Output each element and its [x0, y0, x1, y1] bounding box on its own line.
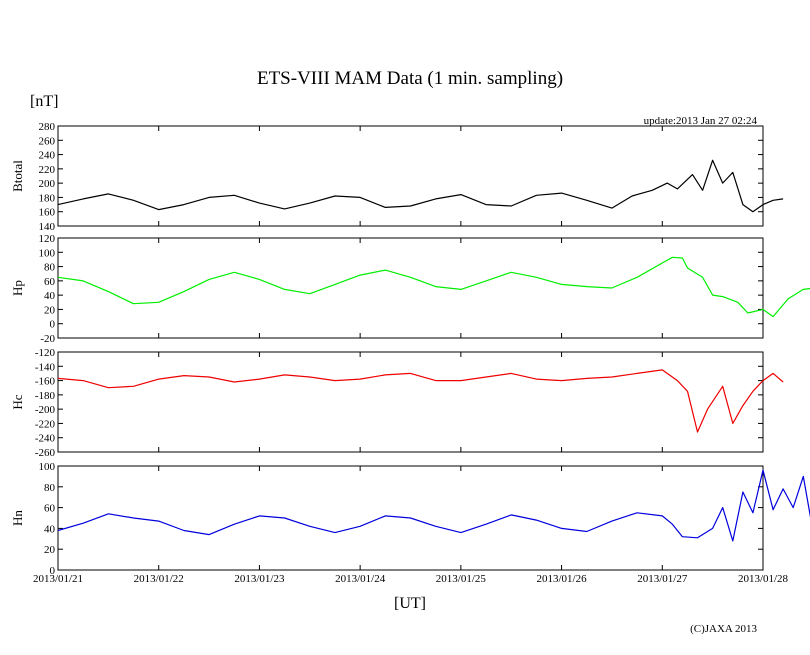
- hn-ytick-label: 80: [44, 482, 56, 494]
- btotal-ytick-label: 280: [39, 121, 56, 133]
- x-tick-label: 2013/01/21: [33, 573, 83, 585]
- unit-label: [nT]: [30, 93, 58, 110]
- hp-ytick-label: 40: [44, 290, 56, 302]
- hc-frame: [57, 351, 764, 453]
- hn-ytick-label: 60: [44, 503, 56, 515]
- hp-ytick-label: 0: [50, 319, 56, 331]
- hp-ytick-label: 120: [39, 233, 56, 245]
- x-tick-label: 2013/01/22: [134, 573, 184, 585]
- hn-ytick-label: 40: [44, 523, 56, 535]
- hp-series-line: [57, 256, 810, 318]
- btotal-ytick-label: 160: [39, 207, 56, 219]
- btotal-ylabel: Btotal: [10, 160, 25, 192]
- x-axis-label: [UT]: [394, 595, 426, 612]
- x-tick-label: 2013/01/26: [537, 573, 588, 585]
- hc-ytick-label: -240: [35, 433, 56, 445]
- hc-ytick-label: -120: [35, 347, 56, 359]
- hc-ylabel: Hc: [10, 394, 25, 409]
- hn-frame: [57, 465, 764, 571]
- hn-series-line: [57, 469, 810, 542]
- hn-ytick-label: 0: [50, 565, 56, 577]
- btotal-panel: 140 160 180 200 220 240 260 280 Btotal: [10, 121, 784, 233]
- btotal-ytick-label: 220: [39, 164, 56, 176]
- hp-ytick-label: 80: [44, 262, 56, 274]
- hn-ylabel: Hn: [10, 510, 25, 526]
- btotal-ytick-label: 180: [39, 192, 56, 204]
- x-tick-label: 2013/01/25: [436, 573, 487, 585]
- update-label: update:2013 Jan 27 02:24: [644, 115, 758, 127]
- btotal-frame: [57, 125, 764, 227]
- hp-ytick-label: -20: [40, 333, 55, 345]
- hp-frame: [57, 237, 764, 339]
- hn-ytick-label: 100: [39, 461, 56, 473]
- hc-series-line: [57, 369, 784, 433]
- panels: 140160180200220240260280Btotal-200204060…: [10, 121, 810, 577]
- btotal-ytick-label: 140: [39, 221, 56, 233]
- hc-ytick-label: -220: [35, 418, 56, 430]
- hn-ytick-label: 20: [44, 544, 56, 556]
- btotal-ytick-label: 200: [39, 178, 56, 190]
- hn-panel: 0 20 40 60 80 100 Hn: [10, 461, 810, 577]
- btotal-ytick-label: 240: [39, 150, 56, 162]
- hp-panel: -20 0 20 40 60 80 100 120 Hp: [10, 233, 810, 345]
- hc-ytick-label: -160: [35, 376, 56, 388]
- btotal-series-line: [57, 159, 784, 213]
- hp-ytick-label: 60: [44, 276, 56, 288]
- hp-ytick-label: 100: [39, 247, 56, 259]
- hc-ytick-label: -140: [35, 361, 56, 373]
- x-tick-label: 2013/01/24: [335, 573, 386, 585]
- btotal-ytick-label: 260: [39, 135, 56, 147]
- x-tick-label: 2013/01/23: [234, 573, 285, 585]
- hc-ytick-label: -180: [35, 390, 56, 402]
- hp-ytick-label: 20: [44, 304, 56, 316]
- hc-ytick-label: -260: [35, 447, 56, 459]
- hp-ylabel: Hp: [10, 280, 25, 296]
- hc-panel: -260 -240 -220 -200 -180 -160 -140 -120 Hc: [10, 347, 784, 459]
- copyright: (C)JAXA 2013: [690, 623, 757, 635]
- hc-ytick-label: -200: [35, 404, 56, 416]
- x-tick-label: 2013/01/28: [738, 573, 789, 585]
- x-axis: 2013/01/21 2013/01/22 2013/01/23 2013/01/24…: [33, 573, 789, 585]
- x-tick-label: 2013/01/27: [637, 573, 688, 585]
- chart-title: ETS-VIII MAM Data (1 min. sampling): [257, 68, 563, 89]
